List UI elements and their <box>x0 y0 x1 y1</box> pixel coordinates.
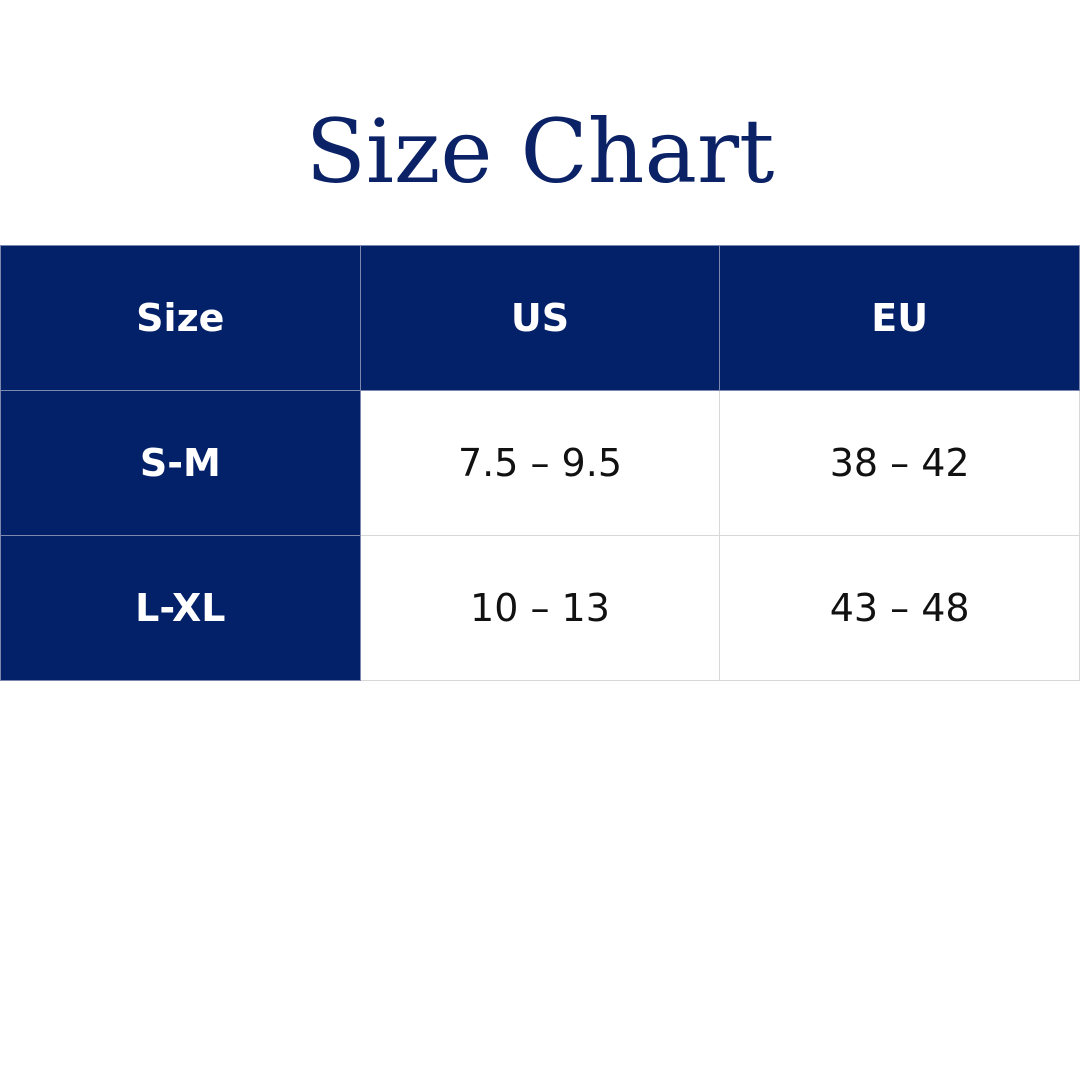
row-header: L-XL <box>0 535 361 681</box>
row-header: S-M <box>0 390 361 536</box>
cell: 38 – 42 <box>719 390 1080 536</box>
cell: 43 – 48 <box>719 535 1080 681</box>
header-row: Size US EU <box>0 245 1080 391</box>
size-table: Size US EU S-M 7.5 – 9.5 38 – 42 L-XL 10… <box>0 245 1080 681</box>
row: S-M 7.5 – 9.5 38 – 42 <box>0 390 1080 536</box>
header-cell: EU <box>719 245 1080 391</box>
row: L-XL 10 – 13 43 – 48 <box>0 535 1080 681</box>
cell: 10 – 13 <box>359 535 721 681</box>
title: Size Chart <box>305 100 775 203</box>
header-cell: US <box>359 245 721 391</box>
cell: 7.5 – 9.5 <box>359 390 721 536</box>
table-body: S-M 7.5 – 9.5 38 – 42 L-XL 10 – 13 43 – … <box>0 390 1080 681</box>
header-cell: Size <box>0 245 361 391</box>
table-header: Size US EU <box>0 245 1080 391</box>
